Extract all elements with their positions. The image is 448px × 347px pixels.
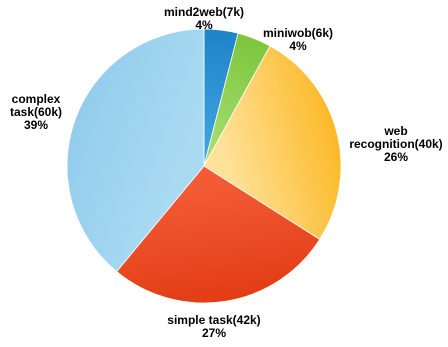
slice-label-line: 27% — [202, 326, 226, 340]
slice-label-line: 39% — [24, 118, 48, 132]
pie-slice-4 — [116, 165, 321, 304]
slice-label-1: mind2web(7k) 4% — [164, 5, 244, 32]
slice-label-line: simple task(42k) — [167, 313, 260, 327]
slice-label-2: miniwob(6k) 4% — [263, 26, 333, 53]
pie-labels: mind2web(7k) 4%miniwob(6k) 4%web recognitio… — [10, 5, 443, 340]
slice-label-line: 4% — [195, 18, 213, 32]
slice-label-line: task(60k) — [10, 105, 62, 119]
slice-label-3: web recognition(40k) 26% — [349, 124, 442, 164]
slice-label-4: simple task(42k) 27% — [167, 313, 260, 340]
pie-slices — [66, 28, 342, 304]
slice-label-5: complex task(60k) 39% — [10, 92, 62, 132]
slice-label-line: web — [383, 124, 407, 138]
slice-label-line: 4% — [289, 39, 307, 53]
slice-label-line: 26% — [384, 150, 408, 164]
slice-label-line: miniwob(6k) — [263, 26, 333, 40]
pie-slice-5 — [66, 28, 205, 273]
slice-label-line: complex — [12, 92, 61, 106]
pie-slice-3 — [203, 45, 342, 240]
slice-label-line: recognition(40k) — [349, 137, 442, 151]
slice-label-line: mind2web(7k) — [164, 5, 244, 19]
